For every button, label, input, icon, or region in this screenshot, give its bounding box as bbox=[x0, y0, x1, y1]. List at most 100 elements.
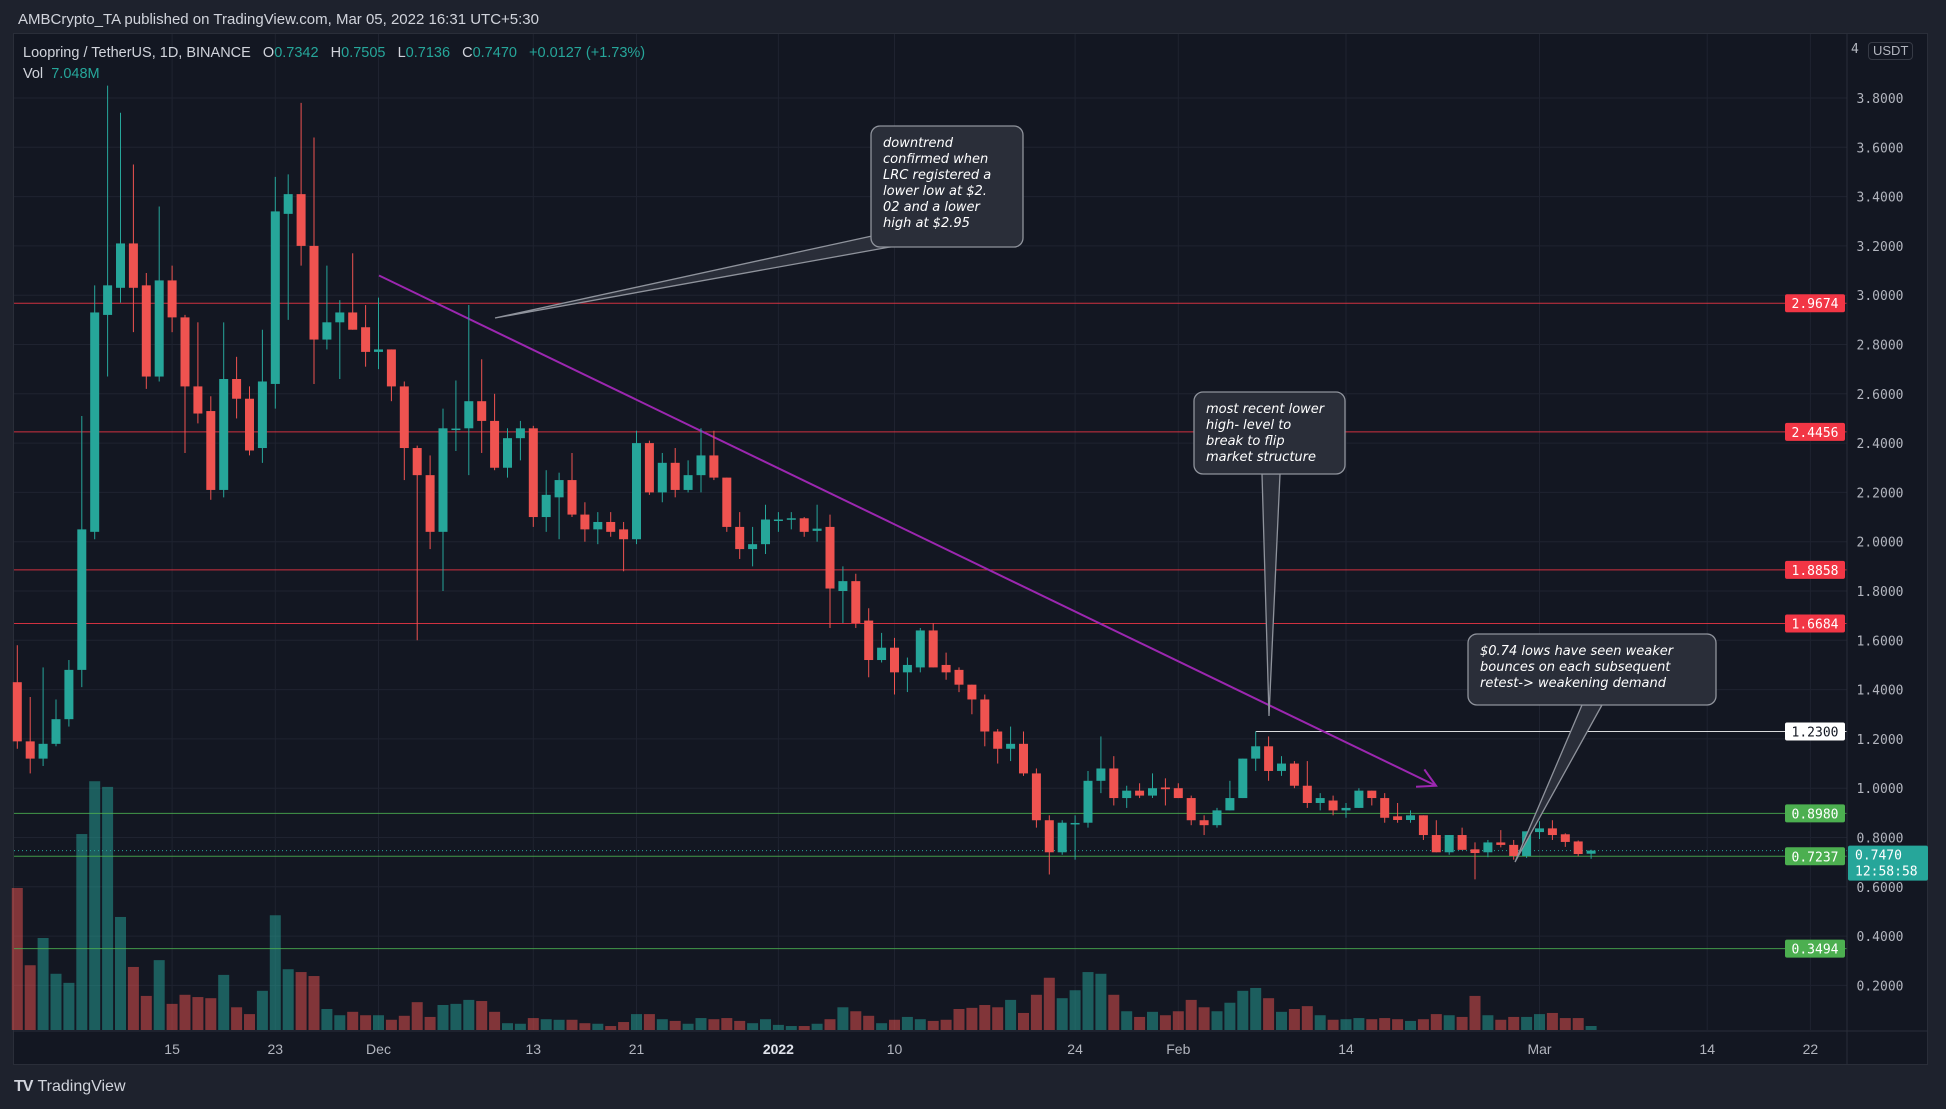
candle bbox=[464, 305, 474, 476]
candle-body bbox=[1509, 844, 1519, 856]
candle bbox=[1457, 827, 1467, 850]
candle-body bbox=[786, 518, 796, 520]
candle-body bbox=[967, 684, 977, 700]
candle bbox=[1135, 783, 1145, 799]
volume-bar bbox=[1250, 987, 1262, 1030]
candle-body bbox=[954, 669, 964, 685]
currency-badge[interactable]: USDT bbox=[1868, 42, 1914, 60]
volume-bar bbox=[863, 1015, 875, 1030]
candle bbox=[864, 608, 874, 678]
candle-body bbox=[1431, 835, 1441, 853]
candle bbox=[1431, 820, 1441, 853]
candle bbox=[1031, 768, 1041, 828]
candle-body bbox=[1367, 790, 1377, 799]
candle bbox=[1483, 839, 1493, 858]
callout-box bbox=[1467, 633, 1717, 706]
candle bbox=[1315, 793, 1325, 811]
tradingview-logo[interactable]: TV TradingView bbox=[14, 1078, 126, 1096]
candle-body bbox=[1496, 842, 1506, 845]
trendline[interactable] bbox=[378, 274, 1437, 787]
candle bbox=[64, 660, 74, 727]
candle-body bbox=[1096, 768, 1106, 781]
callout-text-line: 02 and a lower bbox=[883, 200, 982, 215]
time-tick-label: 24 bbox=[1067, 1041, 1083, 1057]
volume-bar bbox=[1043, 977, 1055, 1030]
price-tick-label: 3.2000 bbox=[1857, 240, 1904, 255]
candle bbox=[1573, 840, 1583, 857]
level-price-badge bbox=[1785, 422, 1845, 441]
candle bbox=[1586, 849, 1596, 859]
candle-body bbox=[361, 327, 371, 352]
candle bbox=[386, 349, 396, 402]
symbol-title[interactable]: Loopring / TetherUS, 1D, BINANCE bbox=[23, 45, 251, 61]
price-tick-label: 0.2000 bbox=[1857, 979, 1904, 994]
callout-text-line: high- level to bbox=[1206, 418, 1291, 433]
volume-bar bbox=[11, 888, 23, 1030]
volume-bar bbox=[205, 998, 217, 1030]
tradingview-logo-icon: TV bbox=[14, 1078, 33, 1095]
volume-bar bbox=[115, 916, 126, 1030]
candle-body bbox=[864, 620, 874, 661]
candle bbox=[1406, 810, 1415, 823]
volume-bar bbox=[592, 1023, 604, 1030]
candle bbox=[116, 112, 125, 303]
candle bbox=[1560, 833, 1570, 847]
candle-body bbox=[799, 518, 809, 532]
level-price-badge bbox=[1785, 939, 1845, 958]
volume-bar bbox=[1546, 1012, 1558, 1030]
candle bbox=[915, 627, 925, 673]
volume-bar bbox=[1198, 1007, 1210, 1030]
candle bbox=[619, 521, 629, 572]
candle bbox=[245, 386, 254, 456]
candle-body bbox=[748, 544, 758, 550]
candle bbox=[632, 430, 641, 545]
tradingview-brand: TradingView bbox=[37, 1078, 126, 1095]
candle-body bbox=[451, 428, 461, 431]
horizontal-levels[interactable] bbox=[14, 302, 1847, 950]
candle bbox=[1535, 821, 1544, 839]
candle-body bbox=[644, 443, 654, 493]
volume-bar bbox=[334, 1015, 346, 1030]
time-tick-label: 2022 bbox=[763, 1041, 794, 1057]
candle-body bbox=[1019, 743, 1028, 774]
time-tick-label: 10 bbox=[887, 1041, 903, 1057]
current-price-label: 0.7470 bbox=[1855, 849, 1902, 864]
volume-bar bbox=[721, 1018, 733, 1030]
volume-bar bbox=[1327, 1019, 1339, 1030]
time-axis[interactable]: 15 23 Dec 13 21 2022 10 24 Feb 14 Mar 14 22 bbox=[164, 1041, 1818, 1057]
volume-bar bbox=[927, 1020, 939, 1030]
volume-bar bbox=[1263, 998, 1275, 1030]
volume-bar bbox=[450, 1003, 462, 1030]
callout-text-line: retest-> weakening demand bbox=[1480, 676, 1667, 691]
volume-bar bbox=[1108, 994, 1120, 1030]
trendline-layer[interactable] bbox=[378, 274, 1438, 788]
callout-pointer bbox=[1514, 704, 1604, 863]
candle bbox=[1251, 731, 1261, 771]
volume-label[interactable]: Vol bbox=[23, 66, 44, 82]
candle bbox=[954, 667, 964, 693]
candle bbox=[1238, 758, 1248, 799]
volume-bar bbox=[1224, 1002, 1236, 1030]
candle-body bbox=[619, 529, 629, 540]
volume-legend: Vol 7.048M bbox=[23, 66, 100, 82]
volume-bar bbox=[463, 999, 475, 1030]
candle-body bbox=[735, 526, 745, 550]
candle-body bbox=[374, 349, 383, 352]
candle bbox=[425, 455, 435, 550]
candle-body bbox=[1328, 800, 1338, 811]
volume-bar bbox=[553, 1019, 565, 1030]
candle-body bbox=[812, 528, 822, 531]
candle-body bbox=[64, 669, 74, 720]
price-axis[interactable]: 3.8000 3.6000 3.4000 3.2000 3.0000 2.8000 2.60… bbox=[1857, 92, 1904, 994]
volume-bar bbox=[1147, 1011, 1158, 1030]
price-tick-label: 0.4000 bbox=[1857, 930, 1904, 945]
candle bbox=[90, 285, 100, 540]
candle-body bbox=[490, 420, 500, 468]
volume-bar bbox=[1276, 1011, 1287, 1030]
level-price-badge bbox=[1785, 560, 1845, 579]
